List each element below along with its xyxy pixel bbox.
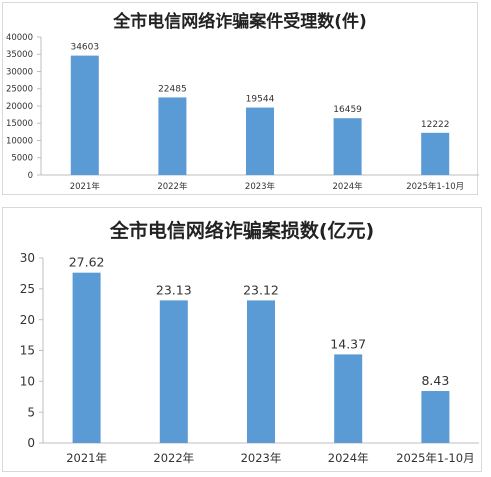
x-tick-label: 2021年: [70, 181, 101, 192]
y-tick-label: 0: [27, 436, 35, 450]
y-tick-label: 20: [20, 313, 35, 327]
bar: [421, 391, 450, 443]
data-label: 12222: [421, 120, 450, 130]
bar: [247, 300, 275, 443]
losses-bar-chart: 0 5 10 15 20 25 30 27.62 2021年 23.13 2022年 23.12 202…: [20, 251, 479, 465]
y-tick-label: 5000: [11, 154, 33, 164]
chart-title: 全市电信网络诈骗案件受理数(件): [113, 12, 367, 32]
data-label: 34603: [70, 43, 99, 53]
x-tick-label: 2024年: [328, 451, 369, 465]
bar: [158, 97, 187, 175]
data-label: 16459: [333, 105, 362, 115]
bar: [421, 132, 450, 175]
x-tick-label: 2024年: [333, 181, 364, 192]
y-tick-label: 25: [20, 282, 35, 296]
y-tick-label: 20000: [6, 102, 33, 112]
chart-panel-losses: 全市电信网络诈骗案损数(亿元) 0 5 10 15 20 25 30 27.62 2021年 23…: [2, 207, 482, 472]
y-tick-label: 30000: [6, 67, 33, 77]
bar: [159, 300, 188, 443]
data-label: 14.37: [330, 336, 366, 351]
y-tick-label: 15000: [6, 119, 33, 129]
bar: [70, 55, 99, 175]
x-tick-label: 2025年1-10月: [406, 181, 464, 192]
chart-panel-cases: 全市电信网络诈骗案件受理数(件) 0 5000 10000 15000 20000 250…: [2, 2, 479, 195]
y-tick-label: 0: [28, 171, 33, 181]
x-tick-label: 2022年: [157, 181, 188, 192]
y-tick-label: 30: [20, 251, 35, 265]
y-tick-label: 10: [20, 375, 35, 389]
y-tick-label: 5: [27, 405, 35, 419]
data-label: 23.12: [243, 282, 279, 297]
bar: [72, 272, 101, 443]
x-tick-label: 2023年: [245, 181, 276, 192]
x-tick-label: 2025年1-10月: [396, 451, 474, 465]
x-tick-label: 2022年: [153, 451, 194, 465]
y-tick-label: 35000: [6, 50, 33, 60]
bar: [246, 107, 274, 175]
y-tick-label: 10000: [6, 136, 33, 146]
y-tick-label: 25000: [6, 85, 33, 95]
data-label: 19544: [246, 95, 275, 105]
y-tick-label: 15: [20, 344, 35, 358]
bar: [334, 354, 363, 443]
data-label: 27.62: [69, 255, 105, 270]
x-tick-label: 2023年: [241, 451, 282, 465]
bar: [333, 118, 362, 175]
data-label: 23.13: [156, 282, 192, 297]
y-tick-label: 40000: [6, 33, 33, 43]
x-tick-label: 2021年: [66, 451, 107, 465]
chart-title: 全市电信网络诈骗案损数(亿元): [109, 220, 375, 242]
data-label: 22485: [158, 84, 187, 94]
data-label: 8.43: [421, 373, 449, 388]
cases-bar-chart: 0 5000 10000 15000 20000 25000 30000 35000 40000…: [6, 33, 479, 192]
